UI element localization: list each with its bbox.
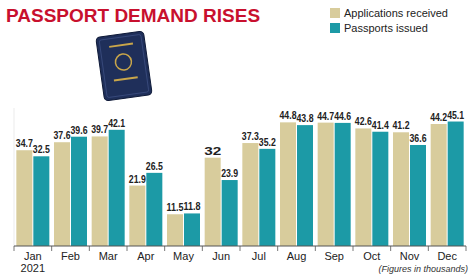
chart-root: PASSPORT DEMAND RISES Applications receiv…	[0, 0, 474, 274]
category-separator	[89, 246, 90, 251]
x-tick-label: Nov	[400, 250, 420, 262]
x-tick-label: Jan	[24, 250, 42, 262]
data-label: 44.7	[317, 111, 334, 122]
bar	[431, 124, 447, 246]
bar	[259, 149, 275, 246]
category-separator	[353, 246, 354, 251]
bar	[146, 173, 162, 246]
x-tick-label: May	[173, 250, 194, 262]
passport-border	[99, 34, 149, 97]
data-label: 36.6	[410, 133, 427, 144]
bar	[448, 122, 464, 246]
legend-label: Applications received	[344, 7, 448, 19]
data-label: 44.6	[334, 111, 351, 122]
bar	[335, 123, 351, 246]
category-separator	[127, 246, 128, 251]
bar	[242, 143, 258, 246]
bar	[355, 128, 371, 246]
legend-swatch	[330, 23, 340, 33]
x-tick-label: Jul	[252, 250, 266, 262]
category-separator	[466, 246, 467, 251]
bar	[54, 142, 70, 246]
data-label: 42.1	[108, 118, 125, 129]
x-tick-label: Sep	[324, 250, 344, 262]
data-label: 42.6	[355, 116, 372, 127]
data-label: 39.6	[71, 125, 88, 136]
data-label: 39.7	[91, 124, 108, 135]
x-tick-label: Mar	[99, 250, 118, 262]
data-label: 23.9	[221, 168, 238, 179]
x-tick-label: Jun	[212, 250, 230, 262]
passport-line	[114, 76, 138, 81]
bar	[184, 213, 200, 246]
x-label: 2021	[21, 262, 45, 274]
bar	[92, 136, 108, 246]
bar	[410, 145, 426, 246]
bar	[167, 214, 183, 246]
data-label: 35.2	[259, 137, 276, 148]
bar	[222, 180, 238, 246]
legend-swatch	[330, 8, 340, 18]
legend-label: Passports issued	[344, 22, 428, 34]
passport-line	[109, 43, 133, 48]
data-label: 21.9	[129, 174, 146, 185]
bar	[393, 132, 409, 246]
category-separator	[315, 246, 316, 251]
data-labels: 34.732.5 37.639.639.742.1 21.926.5 11.511.8…	[16, 110, 465, 214]
bar	[109, 130, 125, 246]
bar	[297, 125, 313, 246]
category-separator	[390, 246, 391, 251]
data-label: 34.7	[16, 138, 33, 149]
passport-icon	[96, 31, 152, 101]
data-label: 45.1	[447, 110, 464, 121]
data-label: 37.3	[242, 131, 259, 142]
data-label: 41.2	[393, 120, 410, 131]
x-tick-label: Feb	[61, 250, 80, 262]
data-label: 26.5	[146, 161, 163, 172]
passport-emblem	[114, 53, 132, 71]
data-label: 11.5	[167, 202, 184, 213]
category-separator	[202, 246, 203, 251]
data-label: 32	[204, 146, 222, 157]
x-tick-label: Apr	[137, 250, 154, 262]
title: PASSPORT DEMAND RISES	[6, 5, 260, 26]
bar	[205, 158, 221, 246]
data-label: 32.5	[33, 144, 50, 155]
bar	[129, 186, 145, 246]
bars	[16, 122, 463, 246]
passport-cover	[96, 31, 152, 101]
x-tick-label: Aug	[287, 250, 307, 262]
data-label: 11.8	[184, 201, 201, 212]
bar	[318, 123, 334, 246]
category-separator	[14, 246, 15, 251]
category-separator	[240, 246, 241, 251]
data-label: 44.2	[430, 112, 447, 123]
x-tick-label: Dec	[437, 250, 457, 262]
data-label: 44.8	[280, 110, 297, 121]
y-axis-line	[14, 108, 15, 246]
category-separator	[277, 246, 278, 251]
note: (Figures in thousands)	[378, 264, 468, 274]
chart-svg: PASSPORT DEMAND RISES Applications receiv…	[0, 0, 474, 274]
bar	[280, 122, 296, 246]
data-label: 41.4	[372, 120, 389, 131]
category-separator	[51, 246, 52, 251]
x-tick-label: Oct	[363, 250, 380, 262]
bar	[16, 150, 32, 246]
bar	[71, 137, 87, 246]
data-label: 43.8	[297, 113, 314, 124]
category-separator	[428, 246, 429, 251]
category-separator	[164, 246, 165, 251]
bar	[372, 132, 388, 246]
data-label: 37.6	[54, 130, 71, 141]
bar	[33, 156, 49, 246]
